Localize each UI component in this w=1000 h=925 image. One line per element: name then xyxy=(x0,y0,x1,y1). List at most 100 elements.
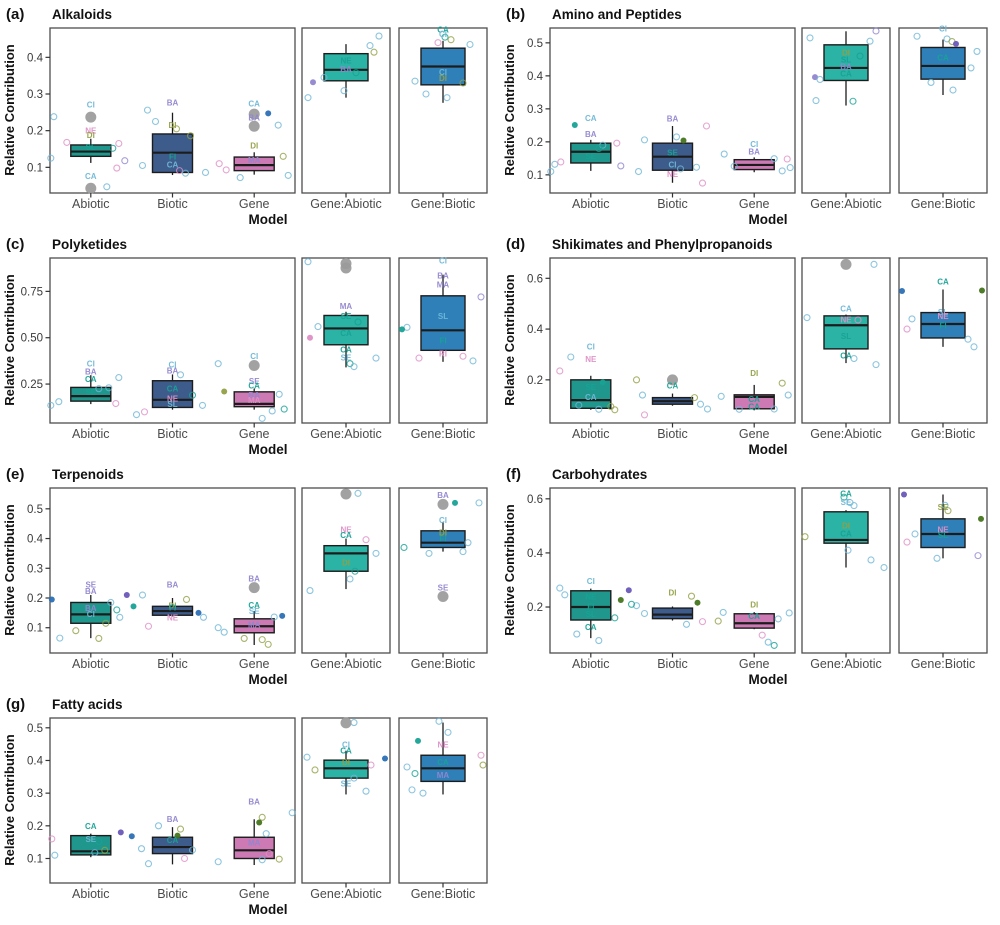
box-biotic xyxy=(151,836,194,855)
jitter-point xyxy=(803,314,811,322)
y-axis-title: Relative Contribution xyxy=(2,504,17,636)
jitter-point xyxy=(284,171,292,179)
point-label: NE xyxy=(937,525,949,534)
point-label: CA xyxy=(437,25,449,34)
point-label: CA xyxy=(85,172,97,181)
outlier-dot xyxy=(85,111,97,123)
point-label: DI xyxy=(439,529,447,538)
jitter-point xyxy=(547,168,555,176)
point-label: CA xyxy=(937,277,949,286)
point-label: CA xyxy=(167,160,179,169)
jitter-point xyxy=(72,627,80,635)
jitter-point xyxy=(812,97,820,105)
jitter-point xyxy=(866,37,874,45)
jitter-point xyxy=(275,390,283,398)
point-label: SL xyxy=(586,610,596,619)
point-label: CI xyxy=(587,577,595,586)
jitter-point xyxy=(784,391,792,399)
point-label: SL xyxy=(841,332,851,341)
jitter-point xyxy=(806,34,814,42)
panel-id: (a) xyxy=(6,6,24,23)
jitter-point xyxy=(50,113,58,121)
x-tick-label: Abiotic xyxy=(72,657,110,671)
x-tick-label: Gene xyxy=(239,887,270,901)
jitter-point xyxy=(953,40,959,47)
point-label: BA xyxy=(437,491,449,500)
box-gene-biotic xyxy=(420,295,466,352)
y-tick-label: 0.3 xyxy=(27,89,43,101)
jitter-point xyxy=(425,549,433,557)
jitter-point xyxy=(130,603,137,610)
point-label: CA xyxy=(340,531,352,540)
point-label: DI xyxy=(842,522,850,531)
jitter-point xyxy=(640,136,649,144)
jitter-point xyxy=(840,493,848,501)
x-tick-label: Gene:Biotic xyxy=(911,657,976,671)
jitter-point xyxy=(595,405,603,413)
box-gene-abiotic xyxy=(323,52,369,82)
point-label: BA xyxy=(437,271,449,280)
point-label: CA xyxy=(248,382,260,391)
box-gene-abiotic xyxy=(823,511,869,544)
y-tick-label: 0.75 xyxy=(21,286,43,298)
jitter-point xyxy=(573,630,581,638)
y-axis-title: Relative Contribution xyxy=(2,734,17,866)
jitter-point xyxy=(964,335,972,343)
jitter-point xyxy=(443,94,451,102)
point-label: DI xyxy=(842,48,850,57)
point-label: SL xyxy=(938,308,948,317)
y-tick-label: 0.3 xyxy=(27,563,43,575)
jitter-point xyxy=(175,167,184,175)
jitter-point xyxy=(311,766,319,774)
jitter-point xyxy=(121,157,129,165)
y-tick-label: 0.4 xyxy=(527,71,544,83)
y-tick-label: 0.4 xyxy=(27,534,44,546)
x-tick-label: Gene:Abiotic xyxy=(810,427,882,441)
x-tick-label: Gene:Biotic xyxy=(411,197,476,211)
panel-frame xyxy=(398,487,488,654)
point-label: MA xyxy=(437,771,450,780)
point-label: SE xyxy=(585,383,596,392)
point-label: DI xyxy=(169,602,177,611)
jitter-point xyxy=(778,167,786,175)
jitter-point xyxy=(978,515,984,522)
jitter-point xyxy=(195,609,202,616)
box-abiotic xyxy=(70,834,112,856)
panel-f: (f) Carbohydrates Relative Contribution 0.2… xyxy=(502,466,988,687)
point-label: DI xyxy=(750,601,758,610)
x-axis-title: Model xyxy=(249,672,288,687)
y-tick-label: 0.5 xyxy=(27,723,43,735)
jitter-point xyxy=(466,40,474,49)
x-tick-label: Abiotic xyxy=(572,197,610,211)
jitter-point xyxy=(265,850,273,858)
point-label: DI xyxy=(342,558,350,567)
jitter-point xyxy=(475,499,483,507)
point-label: DI xyxy=(87,131,95,140)
point-label: CA xyxy=(840,530,852,539)
point-label: CA xyxy=(85,375,97,384)
panel-d: (d) Shikimates and Phenylpropanoids Relati… xyxy=(502,236,988,457)
jitter-point xyxy=(571,122,578,129)
y-tick-label: 0.2 xyxy=(527,602,543,614)
jitter-point xyxy=(144,622,153,630)
jitter-point xyxy=(698,618,707,626)
jitter-point xyxy=(240,634,248,642)
x-tick-label: Gene:Biotic xyxy=(411,657,476,671)
jitter-point xyxy=(459,79,467,87)
point-label: CA xyxy=(585,114,597,123)
point-label: SE xyxy=(938,503,949,512)
jitter-point xyxy=(867,556,875,564)
jitter-point xyxy=(419,789,427,797)
y-tick-label: 0.5 xyxy=(527,38,543,50)
x-tick-label: Abiotic xyxy=(72,887,110,901)
x-tick-label: Gene:Abiotic xyxy=(310,657,382,671)
point-label: CA xyxy=(748,402,760,411)
x-axis-title: Model xyxy=(749,212,788,227)
point-label: BA xyxy=(248,391,260,400)
point-label: NE xyxy=(167,613,179,622)
jitter-point xyxy=(595,637,603,645)
outlier-dot xyxy=(248,582,260,594)
point-label: CI xyxy=(750,140,758,149)
panel-c: (c) Polyketides Relative Contribution 0.25 0… xyxy=(2,236,488,457)
point-label: SE xyxy=(85,835,96,844)
